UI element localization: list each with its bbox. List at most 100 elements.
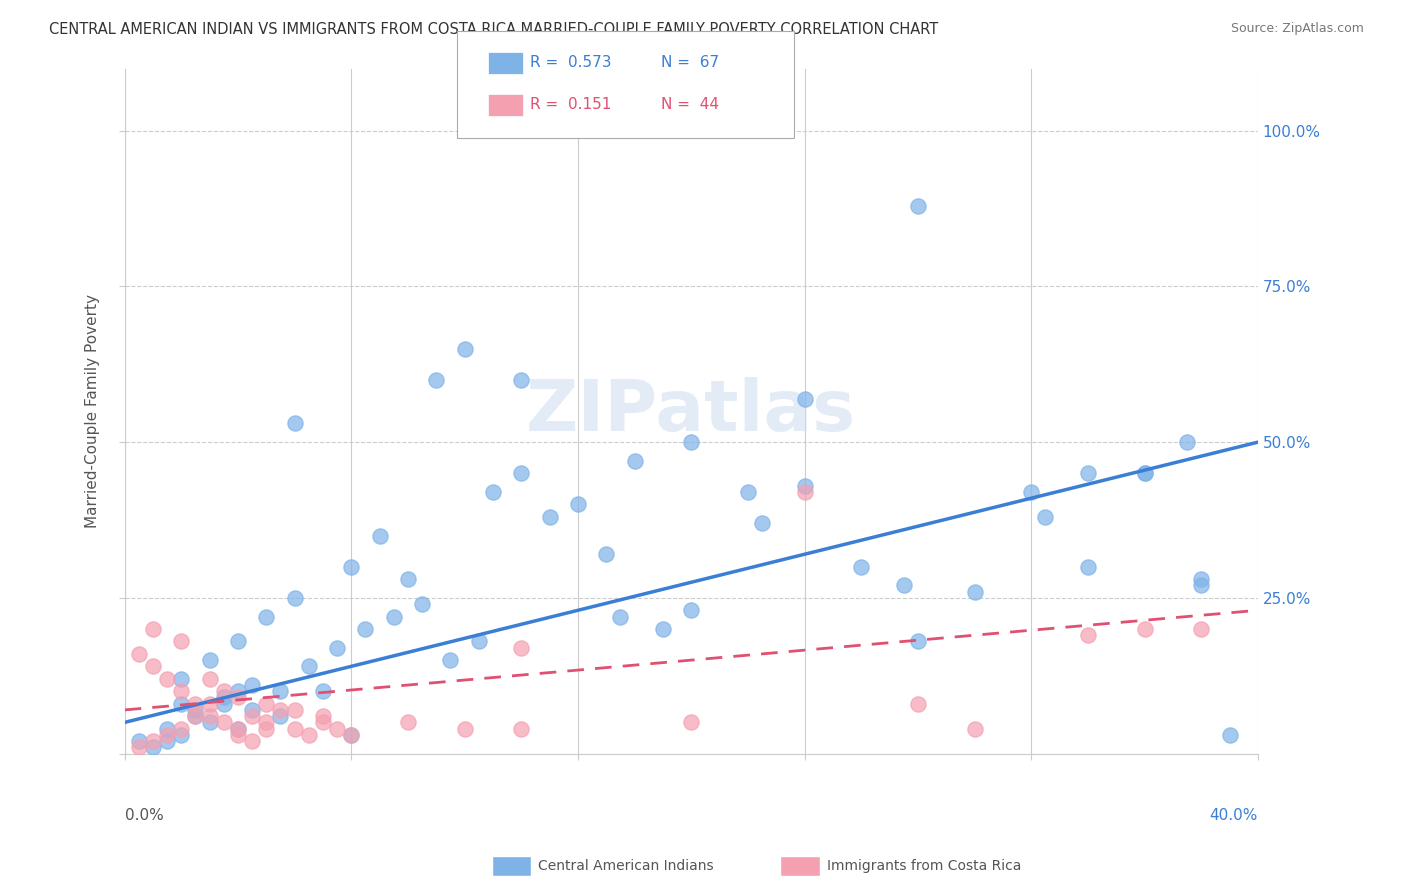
Point [963,584,986,599]
Text: Immigrants from Costa Rica: Immigrants from Costa Rica [827,859,1021,873]
Point [439,653,461,667]
Point [269,703,291,717]
Point [226,722,249,736]
Point [240,703,263,717]
Point [1175,435,1198,450]
Point [198,709,221,723]
Point [128,740,150,755]
Point [198,715,221,730]
Text: R =  0.573: R = 0.573 [530,55,612,70]
Point [226,728,249,742]
Text: Source: ZipAtlas.com: Source: ZipAtlas.com [1230,22,1364,36]
Text: CENTRAL AMERICAN INDIAN VS IMMIGRANTS FROM COSTA RICA MARRIED-COUPLE FAMILY POVE: CENTRAL AMERICAN INDIAN VS IMMIGRANTS FR… [49,22,938,37]
Point [184,703,207,717]
Point [240,678,263,692]
Text: R =  0.151: R = 0.151 [530,97,612,112]
Point [368,528,391,542]
Point [184,697,207,711]
Point [1133,467,1156,481]
Point [396,715,419,730]
Point [298,659,321,673]
Text: ZIPatlas: ZIPatlas [526,376,856,445]
Point [226,634,249,648]
Point [326,722,349,736]
Text: 40.0%: 40.0% [1209,808,1258,823]
Point [326,640,349,655]
Point [681,435,703,450]
Point [411,597,433,611]
Point [510,467,533,481]
Point [1218,728,1240,742]
Point [467,634,489,648]
Point [254,609,277,624]
Text: N =  44: N = 44 [661,97,718,112]
Point [312,684,335,698]
Point [284,591,307,605]
Point [142,740,165,755]
Point [142,734,165,748]
Point [1189,578,1212,592]
Point [793,392,815,406]
Point [510,373,533,387]
Point [1133,467,1156,481]
Point [212,690,235,705]
Point [284,417,307,431]
Point [510,722,533,736]
Point [382,609,405,624]
Point [269,684,291,698]
Point [312,709,335,723]
Text: N =  67: N = 67 [661,55,718,70]
Point [737,485,759,500]
Point [240,734,263,748]
Point [1019,485,1042,500]
Point [226,684,249,698]
Text: 0.0%: 0.0% [125,808,163,823]
Point [170,697,193,711]
Point [254,697,277,711]
Point [1133,622,1156,636]
Point [156,728,179,742]
Point [198,697,221,711]
Point [170,672,193,686]
Point [567,498,589,512]
Point [170,722,193,736]
Point [907,697,929,711]
Point [142,659,165,673]
Point [312,715,335,730]
Point [142,622,165,636]
Point [340,728,363,742]
Point [156,672,179,686]
Point [1189,622,1212,636]
Point [298,728,321,742]
Point [212,715,235,730]
Point [254,722,277,736]
Point [907,634,929,648]
Point [184,709,207,723]
Point [198,672,221,686]
Point [963,722,986,736]
Point [170,728,193,742]
Y-axis label: Married-Couple Family Poverty: Married-Couple Family Poverty [86,294,100,528]
Point [482,485,505,500]
Point [156,722,179,736]
Point [212,697,235,711]
Point [240,709,263,723]
Point [1077,559,1099,574]
Point [609,609,631,624]
Point [793,485,815,500]
Point [681,715,703,730]
Point [793,479,815,493]
Point [212,684,235,698]
Point [170,684,193,698]
Point [128,647,150,661]
Point [226,722,249,736]
Point [751,516,773,530]
Point [453,342,475,356]
Point [595,547,617,561]
Point [128,734,150,748]
Point [284,722,307,736]
Point [269,709,291,723]
Point [681,603,703,617]
Point [340,728,363,742]
Point [284,703,307,717]
